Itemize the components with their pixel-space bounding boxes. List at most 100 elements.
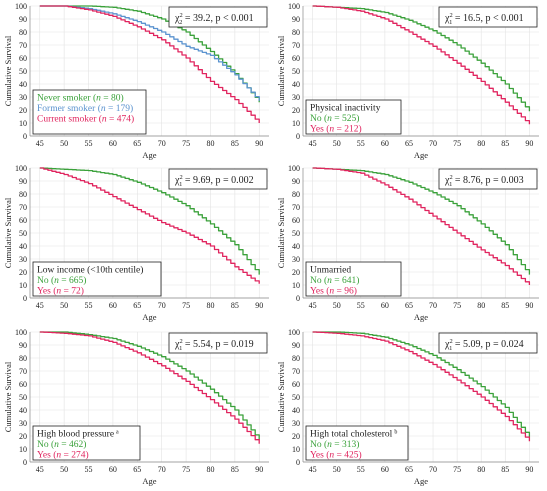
y-tick-label: 0 [23, 458, 27, 467]
stat-text: = 5.54, p = 0.019 [182, 339, 253, 350]
y-tick-label: 0 [296, 294, 300, 303]
legend-entry-n-symbol: n [56, 451, 61, 461]
y-tick-label: 10 [19, 445, 27, 454]
x-tick-label: 60 [109, 465, 117, 474]
legend-entry-1: No (n = 313) [310, 439, 359, 450]
y-tick-label: 0 [296, 132, 300, 141]
legend-entry-eq: = [334, 451, 344, 461]
legend-entry-2: Yes (n = 72) [37, 286, 84, 297]
legend-entry-n-symbol: n [327, 276, 332, 286]
legend-entry-1: No (n = 525) [310, 113, 359, 124]
legend-entry-eq: = [334, 287, 344, 297]
legend-entry-open: ( [322, 113, 328, 124]
x-tick-label: 75 [182, 465, 190, 474]
series-line-3 [39, 5, 260, 123]
y-axis-title: Cumulative Survival [3, 197, 13, 268]
legend-entry-name: No [310, 276, 322, 286]
x-tick-label: 65 [405, 139, 413, 148]
legend-entry-close: ) [85, 450, 88, 461]
stat-subscript: 1 [449, 181, 452, 188]
x-axis-title: Age [142, 476, 156, 486]
series-line-2 [312, 167, 531, 285]
stat-box [168, 168, 268, 190]
y-tick-label: 0 [296, 458, 300, 467]
x-tick-label: 70 [158, 301, 166, 310]
y-tick-label: 70 [19, 41, 27, 50]
legend-entry-close: ) [358, 124, 361, 135]
y-tick-label: 90 [292, 177, 300, 186]
stat-label: χ2 2 = 39.2, p < 0.001 [174, 12, 254, 26]
legend-title-footnote-mark: b [394, 430, 397, 436]
legend-entry-name: Current smoker [37, 115, 97, 125]
legend-entry-eq: = [59, 440, 69, 450]
y-tick-label: 40 [19, 80, 27, 89]
x-tick-label: 70 [158, 139, 166, 148]
x-tick-label: 70 [158, 465, 166, 474]
legend-entry-close: ) [81, 286, 84, 297]
y-tick-label: 30 [292, 93, 300, 102]
legend-entry-1: No (n = 641) [310, 275, 359, 286]
stat-box [168, 6, 268, 28]
x-tick-label: 55 [85, 301, 93, 310]
y-tick-label: 40 [292, 80, 300, 89]
legend-entry-open: ( [51, 450, 57, 461]
x-tick-label: 80 [477, 465, 485, 474]
legend-entry-open: ( [322, 439, 328, 450]
x-tick-label: 85 [501, 301, 509, 310]
series-line-2 [312, 331, 531, 442]
x-tick-label: 45 [36, 465, 44, 474]
y-tick-label: 50 [19, 229, 27, 238]
legend-entry-2: Yes (n = 274) [37, 450, 89, 461]
x-tick-label: 90 [255, 465, 263, 474]
legend-entry-name: No [37, 276, 49, 286]
x-tick-label: 65 [133, 465, 141, 474]
y-tick-label: 70 [19, 367, 27, 376]
y-tick-label: 50 [292, 229, 300, 238]
legend-entry-eq: = [61, 287, 71, 297]
y-tick-label: 60 [292, 54, 300, 63]
legend-entry-n-symbol: n [329, 125, 334, 135]
legend-entry-open: ( [324, 286, 330, 297]
legend-entry-name: Yes [310, 125, 324, 135]
y-tick-label: 40 [19, 242, 27, 251]
chart-panel-high-total-cholesterol: 0 10 20 30 40 50 60 70 80 90 100 45 50 55 60 65 70 75 80 85… [276, 328, 539, 486]
x-axis-title: Age [414, 150, 428, 160]
x-tick-label: 70 [429, 301, 437, 310]
legend-box [32, 425, 141, 461]
x-tick-label: 85 [231, 465, 239, 474]
legend-entry-eq: = [334, 125, 344, 135]
stat-superscript: 2 [179, 338, 182, 345]
x-tick-label: 50 [60, 465, 68, 474]
legend-box [32, 261, 162, 297]
series-line-2 [39, 5, 260, 101]
y-tick-label: 100 [15, 2, 27, 11]
y-tick-label: 90 [292, 341, 300, 350]
stat-label: χ2 1 = 5.09, p = 0.024 [444, 338, 524, 352]
legend-entry-n: 72 [71, 287, 81, 297]
legend-entry-name: Yes [37, 451, 51, 461]
legend-entry-eq: = [101, 94, 111, 104]
legend-entry-open: ( [49, 439, 55, 450]
x-tick-label: 60 [381, 139, 389, 148]
y-tick-label: 10 [19, 281, 27, 290]
y-tick-label: 40 [292, 242, 300, 251]
y-tick-label: 80 [19, 190, 27, 199]
y-tick-label: 60 [292, 216, 300, 225]
chart-panel-unmarried: 0 10 20 30 40 50 60 70 80 90 100 45 50 55 60 65 70 75 80 85… [276, 164, 539, 322]
legend-entry-n-symbol: n [54, 276, 59, 286]
x-tick-label: 55 [357, 301, 365, 310]
legend-entry-n: 212 [344, 125, 359, 135]
legend-entry-open: ( [95, 103, 101, 114]
y-tick-label: 80 [292, 190, 300, 199]
y-axis-title: Cumulative Survival [3, 361, 13, 432]
y-tick-label: 80 [292, 354, 300, 363]
x-tick-label: 70 [429, 139, 437, 148]
legend-title: High blood pressure a [37, 430, 119, 440]
legend-entry-n: 274 [71, 451, 86, 461]
x-tick-label: 65 [405, 465, 413, 474]
legend-box [32, 89, 147, 135]
legend-entry-n: 462 [69, 440, 84, 450]
stat-subscript: 2 [179, 19, 182, 26]
stat-label: χ2 1 = 16.5, p < 0.001 [444, 12, 524, 26]
